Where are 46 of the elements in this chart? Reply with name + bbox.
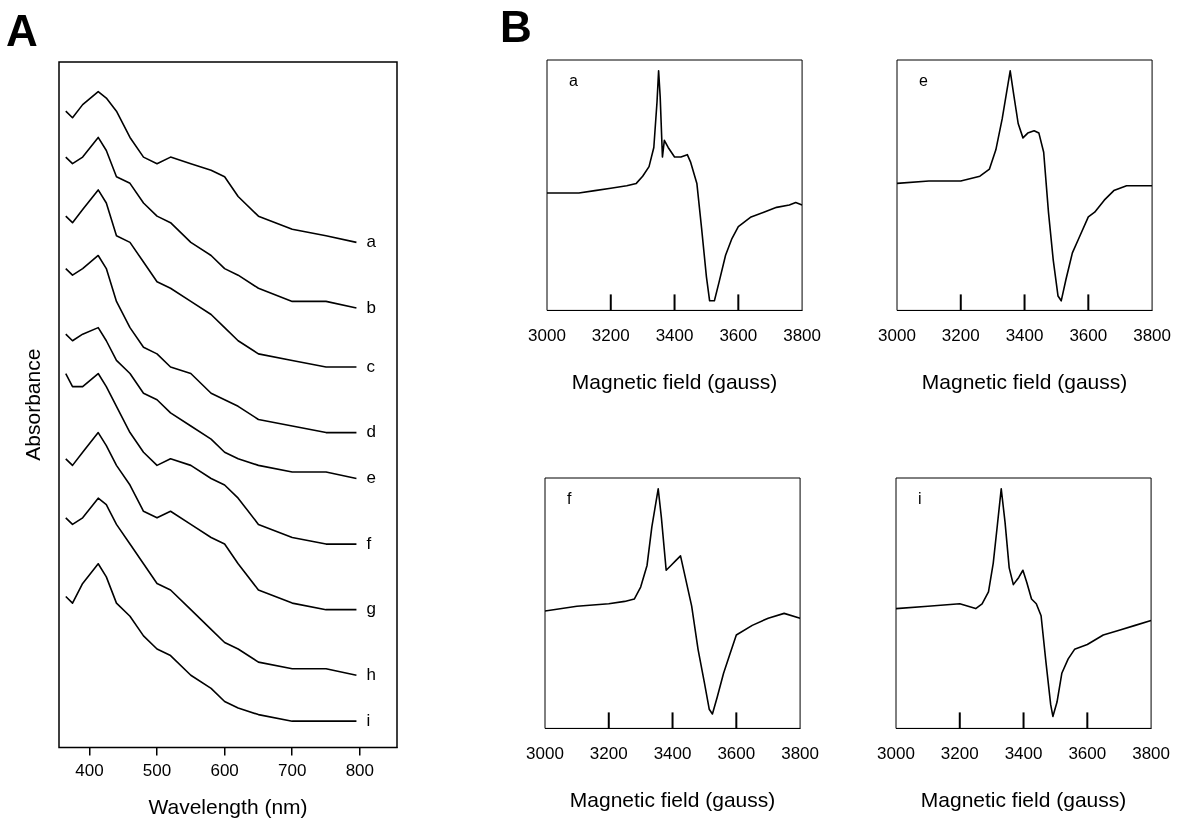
chart-title: A — [6, 6, 38, 56]
x-tick-label: 3400 — [655, 326, 694, 346]
x-axis-title: Magnetic field (gauss) — [921, 370, 1128, 394]
x-tick-label: 3800 — [783, 326, 821, 346]
x-tick-label: 3400 — [653, 744, 692, 764]
x-tick-label: 3400 — [1004, 744, 1043, 764]
y-axis-title: Absorbance — [20, 348, 44, 461]
series-label: g — [366, 599, 376, 619]
x-tick-label: 3600 — [719, 326, 758, 346]
series-label: h — [366, 664, 376, 684]
chart-title: a — [569, 72, 578, 90]
series-label: d — [366, 422, 376, 442]
x-tick-label: 400 — [75, 761, 104, 781]
x-tick-label: 800 — [345, 761, 375, 781]
x-tick-label: 3200 — [940, 744, 979, 764]
x-tick-label: 3800 — [1132, 744, 1170, 764]
x-tick-label: 3600 — [717, 744, 756, 764]
series-label: i — [366, 710, 371, 730]
chart-title: e — [919, 72, 928, 90]
series-label: e — [366, 468, 376, 488]
x-tick-label: 3800 — [1133, 326, 1171, 346]
x-tick-label: 3600 — [1069, 326, 1108, 346]
chart-title: i — [918, 490, 922, 508]
x-tick-label: 700 — [278, 761, 307, 781]
chart-title: f — [567, 490, 572, 508]
x-tick-label: 3000 — [877, 744, 915, 764]
x-tick-label: 3000 — [878, 326, 916, 346]
series-label: b — [366, 297, 376, 317]
series-label: a — [366, 232, 377, 252]
x-tick-label: 3200 — [589, 744, 628, 764]
x-tick-label: 3800 — [781, 744, 819, 764]
x-tick-label: 3400 — [1005, 326, 1044, 346]
series-label: c — [366, 356, 376, 376]
x-axis-title: Magnetic field (gauss) — [569, 788, 776, 812]
series-label: f — [366, 533, 372, 553]
x-tick-label: 3000 — [526, 744, 564, 764]
x-axis-title: Wavelength (nm) — [148, 795, 308, 819]
x-axis-title: Magnetic field (gauss) — [571, 370, 778, 394]
x-tick-label: 500 — [142, 761, 172, 781]
x-tick-label: 3200 — [941, 326, 980, 346]
x-tick-label: 3600 — [1068, 744, 1107, 764]
text: B — [500, 2, 532, 52]
x-tick-label: 3200 — [591, 326, 630, 346]
x-axis-title: Magnetic field (gauss) — [920, 788, 1127, 812]
x-tick-label: 3000 — [528, 326, 566, 346]
x-tick-label: 600 — [210, 761, 239, 781]
